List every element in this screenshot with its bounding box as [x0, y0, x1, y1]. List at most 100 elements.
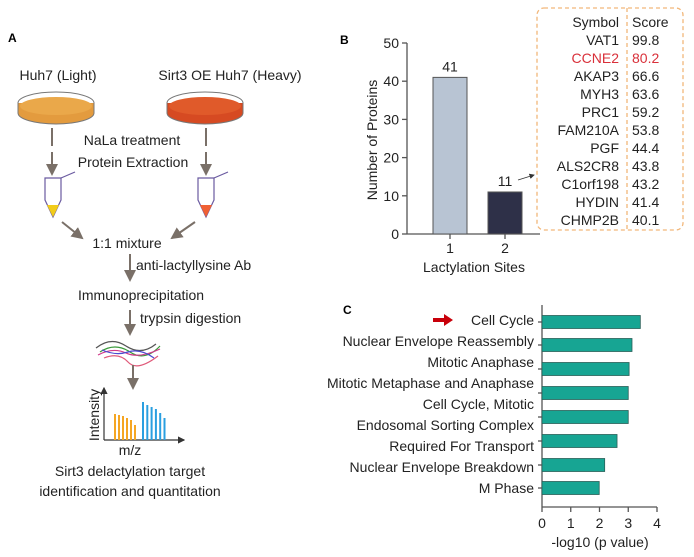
c-x-tick-label: 3	[624, 515, 632, 531]
ms-x-label: m/z	[119, 442, 142, 458]
table-cell-symbol: C1orf198	[561, 176, 619, 192]
ms-peak-heavy	[150, 407, 153, 440]
b-x-tick-label: 1	[446, 240, 454, 256]
c-category-label: Mitotic Anaphase	[427, 354, 534, 370]
table-cell-symbol: MYH3	[580, 86, 619, 102]
c-category-label: Required For Transport	[389, 438, 534, 454]
table-cell-symbol: ALS2CR8	[557, 158, 619, 174]
b-bar	[487, 191, 523, 235]
b-y-axis-label: Number of Proteins	[364, 80, 380, 201]
ms-peak-light	[114, 414, 116, 440]
table-cell-symbol: AKAP3	[574, 68, 619, 84]
ms-peak-heavy	[159, 413, 162, 440]
ip-label: Immunoprecipitation	[78, 287, 204, 303]
c-bar	[541, 338, 633, 352]
ms-y-label: Intensity	[86, 389, 102, 441]
table-cell-symbol: CHMP2B	[561, 212, 619, 228]
heavy-label: Sirt3 OE Huh7 (Heavy)	[158, 67, 301, 83]
c-bar	[541, 434, 618, 448]
table-header-score: Score	[632, 14, 669, 30]
ms-peak-light	[130, 420, 132, 440]
table-cell-symbol: PGF	[590, 140, 619, 156]
table-cell-score: 66.6	[632, 68, 659, 84]
table-header-symbol: Symbol	[572, 14, 619, 30]
ms-spectrum-plot: Intensity m/z	[86, 386, 186, 458]
pathway-enrichment-bar-chart: 0 1 2 3 4 Cell Cycle Nuclear Envelope Reassemb…	[327, 305, 661, 531]
c-bar	[541, 481, 600, 495]
b-y-tick-label: 40	[383, 73, 399, 89]
panel-a-workflow: A Huh7 (Light) Sirt3 OE Huh7 (Heavy) NaL…	[8, 31, 302, 499]
top-proteins-table: Symbol Score VAT1 99.8 CCNE2 80.2 AKAP3 66.6 MYH…	[536, 7, 684, 231]
step-extraction: Protein Extraction	[78, 154, 189, 170]
tube-heavy-icon	[197, 171, 229, 219]
peptides-icon	[95, 340, 161, 367]
tube-light-icon	[44, 171, 76, 219]
table-cell-symbol: PRC1	[582, 104, 620, 120]
b-x-axis-label: Lactylation Sites	[423, 259, 525, 275]
c-bar	[541, 410, 629, 424]
light-label: Huh7 (Light)	[19, 67, 96, 83]
c-bar	[541, 458, 606, 472]
b-x-tick-label: 2	[501, 240, 509, 256]
ms-bars	[114, 402, 166, 440]
antibody-label: anti-lactyllysine Ab	[136, 257, 251, 273]
b-bar	[432, 76, 468, 235]
ms-peak-heavy	[142, 402, 144, 440]
table-cell-score: 63.6	[632, 86, 659, 102]
table-cell-score: 59.2	[632, 104, 659, 120]
ms-peak-light	[134, 425, 136, 440]
c-x-tick-label: 1	[567, 515, 575, 531]
c-x-tick-label: 2	[596, 515, 604, 531]
b-y-tick-label: 30	[383, 111, 399, 127]
c-category-label: Nuclear Envelope Breakdown	[350, 459, 534, 475]
result-line-1: Sirt3 delactylation target	[55, 463, 205, 479]
c-bar	[541, 362, 630, 376]
ms-peak-heavy	[163, 418, 166, 440]
c-x-axis-label: -log10 (p value)	[551, 534, 648, 550]
table-cell-symbol: CCNE2	[572, 50, 620, 66]
c-category-label: Mitotic Metaphase and Anaphase	[327, 375, 534, 391]
step-nala: NaLa treatment	[84, 132, 181, 148]
table-cell-symbol: HYDIN	[575, 194, 619, 210]
table-cell-score: 40.1	[632, 212, 659, 228]
b-y-tick-label: 20	[383, 150, 399, 166]
b-y-tick-label: 10	[383, 188, 399, 204]
b-data-label: 41	[442, 58, 458, 74]
table-border	[536, 7, 684, 231]
panel-label-a: A	[8, 31, 17, 45]
panel-c: C 0 1 2 3 4 Cell Cycle Nuclear Envelope Reasse…	[327, 303, 661, 550]
petri-dish-heavy-icon	[166, 91, 244, 125]
table-cell-score: 99.8	[632, 32, 659, 48]
highlight-arrow-icon	[433, 314, 453, 326]
table-cell-score: 44.4	[632, 140, 659, 156]
arrow-merge	[61, 221, 84, 240]
c-bar	[541, 386, 629, 400]
table-cell-score: 53.8	[632, 122, 659, 138]
table-cell-score: 80.2	[632, 50, 659, 66]
b-y-tick-label: 0	[391, 226, 399, 242]
result-line-2: identification and quantitation	[39, 483, 220, 499]
c-category-label: Cell Cycle, Mitotic	[423, 396, 534, 412]
digestion-label: trypsin digestion	[140, 310, 241, 326]
ms-peak-heavy	[146, 405, 149, 440]
ms-peak-light	[118, 415, 120, 440]
panel-label-c: C	[343, 303, 352, 317]
mixture-label: 1:1 mixture	[92, 235, 161, 251]
petri-dish-light-icon	[17, 91, 95, 125]
b-data-label: 11	[498, 173, 513, 189]
ms-peak-light	[126, 418, 128, 440]
callout-arrow	[517, 173, 535, 181]
b-y-tick-label: 50	[383, 35, 399, 51]
table-cell-symbol: FAM210A	[558, 122, 620, 138]
c-category-label: Endosomal Sorting Complex	[357, 417, 534, 433]
ms-peak-light	[122, 416, 124, 440]
table-cell-score: 43.2	[632, 176, 659, 192]
table-cell-symbol: VAT1	[586, 32, 619, 48]
c-category-label: Cell Cycle	[471, 312, 534, 328]
c-category-label: M Phase	[479, 480, 534, 496]
c-bar	[541, 315, 641, 329]
table-cell-score: 41.4	[632, 194, 659, 210]
